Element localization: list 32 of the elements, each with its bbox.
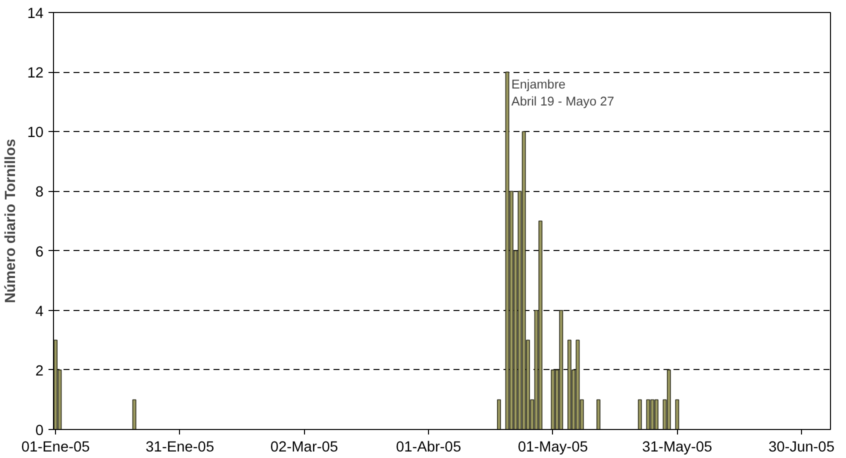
y-tick-label: 0: [35, 423, 44, 439]
bar: [132, 399, 136, 430]
bar: [675, 399, 680, 430]
y-tick-label: 8: [35, 184, 44, 201]
bar: [646, 399, 650, 430]
x-tick-label: 31-May-05: [642, 440, 712, 456]
y-tick-label: 10: [27, 125, 44, 142]
y-tick-label: 4: [35, 304, 44, 320]
bar: [567, 340, 572, 430]
bar: [596, 399, 600, 430]
bar: [522, 131, 526, 430]
x-tick-label: 01-Abr-05: [396, 440, 462, 456]
y-axis-title: Número diario Tornillos: [3, 138, 20, 304]
x-tick-label: 01-Ene-05: [21, 440, 90, 456]
bar: [505, 72, 510, 430]
y-tick-label: 2: [35, 363, 44, 380]
bar: [666, 370, 671, 430]
x-tick-label: 02-Mar-05: [270, 440, 338, 456]
y-tick-label: 12: [27, 66, 44, 82]
bar: [654, 399, 658, 430]
bar: [538, 220, 542, 430]
y-tick-label: 6: [35, 244, 44, 260]
annotation: Enjambre Abril 19 - Mayo 27: [511, 78, 614, 108]
bar: [550, 370, 555, 430]
x-tick-label: 30-Jun-05: [768, 440, 834, 456]
x-tick-label: 31-Ene-05: [146, 440, 214, 456]
bar: [638, 399, 642, 430]
x-tick-label: 01-May-05: [518, 440, 588, 456]
bar: [650, 399, 654, 430]
bar: [497, 399, 501, 430]
y-tick-label: 14: [27, 6, 44, 22]
bar: [559, 310, 564, 430]
